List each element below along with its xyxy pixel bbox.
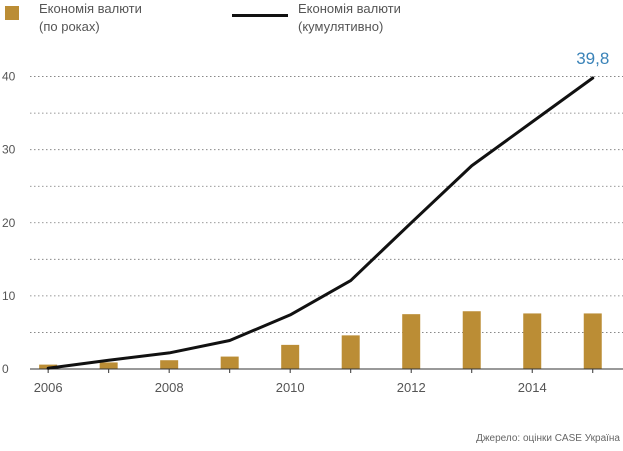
x-tick-label: 2012 bbox=[397, 380, 426, 395]
legend-item-cumulative: Економія валюти (кумулятивно) bbox=[232, 0, 401, 36]
legend-swatch-line bbox=[232, 14, 288, 17]
bar bbox=[341, 335, 360, 369]
y-tick-label: 20 bbox=[2, 216, 16, 230]
cumulative-line bbox=[46, 76, 595, 370]
legend-label-cumulative-line1: Економія валюти bbox=[298, 1, 401, 16]
y-tick-label: 30 bbox=[2, 143, 16, 157]
bar bbox=[220, 356, 239, 369]
legend-label-cumulative-line2: (кумулятивно) bbox=[298, 19, 384, 34]
y-tick-label: 10 bbox=[2, 289, 16, 303]
bar bbox=[99, 362, 118, 369]
legend-label-annual-line2: (по роках) bbox=[39, 19, 100, 34]
x-tick-label: 2014 bbox=[518, 380, 547, 395]
bar bbox=[523, 313, 542, 369]
source-note: Джерело: оцінки CASE Україна bbox=[476, 433, 620, 444]
final-value-label: 39,8 bbox=[576, 49, 609, 68]
bar bbox=[281, 344, 300, 369]
legend-swatch-bar bbox=[5, 6, 19, 20]
y-tick-label: 40 bbox=[2, 70, 16, 84]
x-tick-label: 2008 bbox=[155, 380, 184, 395]
legend-label-annual-line1: Економія валюти bbox=[39, 1, 142, 16]
bar bbox=[160, 360, 179, 369]
bar bbox=[462, 311, 481, 369]
y-tick-label: 0 bbox=[2, 362, 9, 376]
legend: Економія валюти (по роках) Економія валю… bbox=[0, 0, 623, 40]
legend-item-annual: Економія валюти (по роках) bbox=[5, 0, 142, 36]
x-tick-label: 2010 bbox=[276, 380, 305, 395]
bar bbox=[402, 314, 421, 369]
x-tick-label: 2006 bbox=[34, 380, 63, 395]
bar bbox=[583, 313, 602, 369]
